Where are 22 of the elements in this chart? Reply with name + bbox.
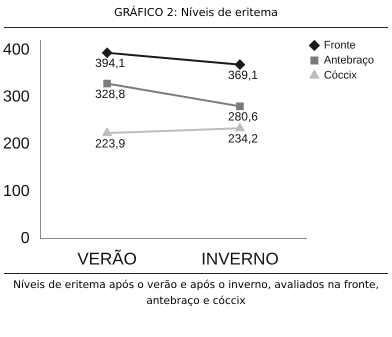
data-label: 280,6 — [228, 110, 258, 124]
y-tick-label: 200 — [2, 136, 30, 153]
legend-label: Antebraço — [324, 54, 374, 67]
data-label: 234,2 — [228, 132, 258, 146]
data-label: 223,9 — [95, 136, 126, 150]
chart-title: GRÁFICO 2: Níveis de eritema — [4, 0, 388, 28]
point — [103, 80, 111, 88]
y-tick-label: 100 — [2, 182, 30, 200]
point — [234, 60, 245, 70]
legend-label: Fronte — [324, 40, 356, 52]
point — [102, 48, 112, 58]
data-label: 328,8 — [95, 86, 126, 101]
y-tick-label: 400 — [2, 41, 30, 58]
legend-label: Cóccix — [324, 70, 358, 82]
data-label: 394,1 — [95, 56, 126, 70]
data-label: 369,1 — [228, 68, 258, 82]
point — [236, 102, 244, 110]
x-tick-label: VERÃO — [77, 249, 137, 268]
text: Níveis de eritema após o verão e após o inverno, avaliados na fronte, antebraço e cóccix — [4, 273, 388, 309]
x-tick-label: INVERNO — [201, 249, 279, 268]
y-tick-label: 0 — [20, 230, 30, 248]
y-tick-label: 300 — [2, 88, 30, 106]
